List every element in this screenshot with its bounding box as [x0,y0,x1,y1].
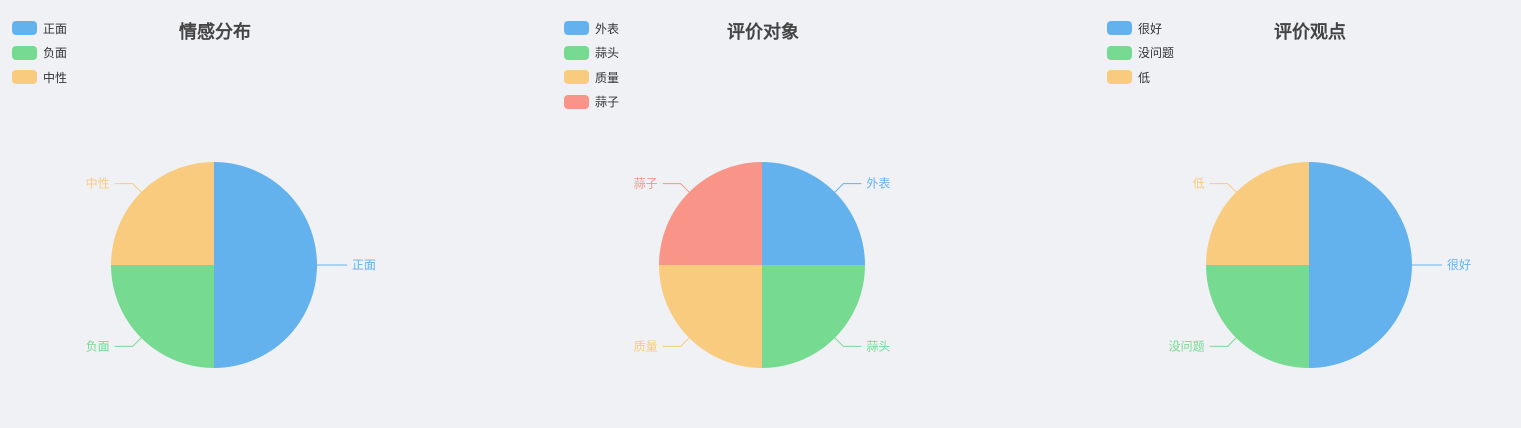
label-leader-line [834,183,862,193]
legend-swatch [12,21,37,35]
legend-label: 质量 [595,70,620,85]
legend-label: 低 [1138,70,1151,85]
slice-label: 负面 [86,339,110,353]
chart-title: 评价对象 [727,22,799,43]
legend-swatch [564,70,589,85]
slice-label: 中性 [86,176,110,191]
pie-slice[interactable] [762,265,865,368]
legend-swatch [564,21,589,35]
label-leader-line [662,337,690,347]
legend-item[interactable]: 很好 [1107,20,1174,36]
legend-swatch [12,70,37,85]
legend-label: 正面 [43,21,68,36]
legend: 外表 蒜头 质量 蒜子 [564,20,619,118]
legend-label: 没问题 [1138,46,1175,61]
legend-swatch [1107,21,1132,35]
slice-label: 蒜子 [634,177,658,191]
legend-label: 中性 [43,70,68,85]
legend-label: 外表 [595,21,620,36]
label-leader-line [662,183,690,193]
legend: 很好 没问题 低 [1107,20,1174,94]
slice-label: 很好 [1447,258,1471,272]
pie-slice[interactable] [214,162,317,368]
legend-item[interactable]: 正面 [12,20,67,36]
pie-slice[interactable] [659,162,762,265]
slice-label: 正面 [352,258,376,272]
legend: 正面 负面 中性 [12,20,67,94]
legend-label: 蒜头 [595,46,620,61]
legend-swatch [564,45,589,60]
legend-item[interactable]: 外表 [564,20,619,36]
pie-slice[interactable] [1206,265,1309,368]
pie-slice[interactable] [1309,162,1412,368]
legend-swatch [12,45,37,60]
pie-slice[interactable] [762,162,865,265]
legend-item[interactable]: 低 [1107,69,1174,85]
chart-title: 评价观点 [1274,22,1346,43]
chart-panel-sentiment: 情感分布 正面 负面 中性 正面 负面 中性 [0,0,548,428]
legend-label: 负面 [43,46,68,61]
legend-item[interactable]: 蒜子 [564,94,619,110]
legend-item[interactable]: 负面 [12,45,67,61]
pie-slice[interactable] [111,265,214,368]
legend-swatch [1107,45,1132,60]
chart-panel-target: 评价对象 外表 蒜头 质量 蒜子 外表 蒜头 质量 蒜子 [548,0,1096,428]
label-leader-line [834,337,862,347]
legend-item[interactable]: 质量 [564,69,619,85]
chart-panel-opinion: 评价观点 很好 没问题 低 很好 没问题低 [1095,0,1521,428]
label-leader-line [1209,337,1237,347]
pie-slice[interactable] [659,265,762,368]
label-leader-line [114,337,142,347]
slice-label: 蒜头 [866,339,890,353]
legend-item[interactable]: 蒜头 [564,45,619,61]
legend-item[interactable]: 中性 [12,69,67,85]
slice-label: 没问题 [1169,338,1205,353]
legend-item[interactable]: 没问题 [1107,45,1174,61]
legend-swatch [1107,70,1132,85]
legend-label: 蒜子 [595,95,620,110]
pie-slice[interactable] [1206,162,1309,265]
slice-label: 质量 [634,339,658,353]
slice-label: 低 [1193,177,1205,191]
slice-label: 外表 [866,177,890,191]
legend-swatch [564,94,589,109]
pie-slice[interactable] [111,162,214,265]
label-leader-line [1209,183,1237,193]
chart-title: 情感分布 [179,22,251,43]
label-leader-line [114,183,142,193]
legend-label: 很好 [1138,21,1163,36]
